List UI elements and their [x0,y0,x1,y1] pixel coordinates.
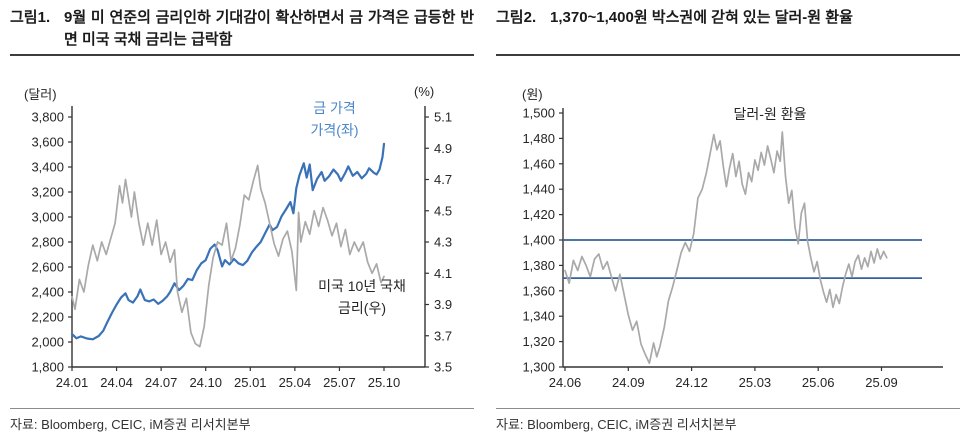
y-tick-label: 1,460 [522,156,555,171]
x-tick-label: 25.07 [323,375,356,390]
treasury-legend-line2: 금리(우) [338,300,386,317]
figure2-title: 1,370~1,400원 박스권에 갇혀 있는 달러-원 환율 [550,9,853,26]
series-line-0 [70,142,386,341]
y-tick-label: 1,500 [522,106,555,121]
y-tick-label: 1,800 [31,360,64,375]
y-tick-label-right: 4.1 [434,266,452,281]
series-line-1 [71,164,385,348]
y-tick-label: 1,380 [522,258,555,273]
y-tick-label: 1,400 [522,233,555,248]
treasury-legend-line1: 미국 10년 국채 [318,278,406,294]
gold-price-legend: 금 가격 가격(좌) [282,97,387,142]
y-tick-label-right: 4.3 [434,235,452,250]
figure2-number: 그림2. [496,9,537,26]
x-tick-label: 25.10 [368,375,401,390]
y-tick-label: 1,480 [522,131,555,146]
y-tick-label-right: 5.1 [434,110,452,125]
x-tick-label: 24.12 [675,375,708,390]
figure2-header: 그림2. 1,370~1,400원 박스권에 갇혀 있는 달러-원 환율 [496,0,960,56]
figure2: 그림2. 1,370~1,400원 박스권에 갇혀 있는 달러-원 환율 (원)… [486,0,972,440]
figure1-left-unit-label: (달러) [24,87,57,102]
figure1: 그림1. 9월 미 연준의 금리인하 기대감이 확산하면서 금 가격은 급등한 … [10,0,474,433]
y-tick-label: 1,420 [522,207,555,222]
x-tick-label: 25.09 [865,375,898,390]
figure2-chart: 1,300 1,320 1,340 1,360 1,380 1,400 1,420 1,440… [522,106,943,390]
figure2-unit-label: (원) [522,87,543,102]
series-line-0 [564,131,888,365]
figure2-source: 자료: Bloomberg, CEIC, iM증권 리서치본부 [496,408,960,433]
y-tick-label-right: 4.7 [434,172,452,187]
figure1-header: 그림1. 9월 미 연준의 금리인하 기대감이 확산하면서 금 가격은 급등한 … [10,0,474,56]
y-tick-label: 2,800 [31,235,64,250]
y-tick-label-right: 3.5 [434,360,452,375]
y-tick-label: 3,400 [31,160,64,175]
y-tick-label: 2,600 [31,260,64,275]
x-tick-label: 25.03 [739,375,772,390]
figure1-right-unit-label: (%) [414,84,435,99]
figure1-source: 자료: Bloomberg, CEIC, iM증권 리서치본부 [10,408,474,433]
figure1-title: 9월 미 연준의 금리인하 기대감이 확산하면서 금 가격은 급등한 반면 미국… [64,9,474,48]
treasury-legend: 미국 10년 국채 금리(우) [294,275,430,320]
gold-price-legend-line1: 금 가격 [313,100,356,116]
y-tick-label: 2,000 [31,335,64,350]
x-tick-label: 24.04 [100,375,133,390]
y-tick-label: 1,300 [522,360,555,375]
y-tick-label: 3,000 [31,210,64,225]
x-tick-label: 25.04 [279,375,312,390]
y-tick-label-right: 3.9 [434,297,452,312]
y-tick-label: 3,200 [31,185,64,200]
figure1-number: 그림1. [10,9,51,26]
figure1-chart: 1,800 2,000 2,200 2,400 2,600 2,800 3,000 3,200… [31,106,452,390]
gold-price-legend-line2: 가격(좌) [310,122,359,139]
x-tick-label: 24.06 [549,375,582,390]
y-tick-label: 2,200 [31,310,64,325]
usdkrw-legend: 달러-원 환율 [733,106,807,122]
y-tick-label-right: 3.7 [434,328,452,343]
y-tick-label-right: 4.9 [434,141,452,156]
y-tick-label: 2,400 [31,285,64,300]
y-tick-label: 1,360 [522,283,555,298]
x-tick-label: 24.01 [56,375,89,390]
x-tick-label: 25.01 [234,375,267,390]
y-tick-label: 1,440 [522,182,555,197]
x-tick-label: 24.10 [189,375,222,390]
y-tick-label-right: 4.5 [434,203,452,218]
y-tick-label: 3,800 [31,110,64,125]
x-tick-label: 24.07 [145,375,178,390]
y-tick-label: 3,600 [31,135,64,150]
y-tick-label: 1,320 [522,334,555,349]
x-tick-label: 24.09 [612,375,645,390]
y-tick-label: 1,340 [522,309,555,324]
x-tick-label: 25.06 [802,375,835,390]
